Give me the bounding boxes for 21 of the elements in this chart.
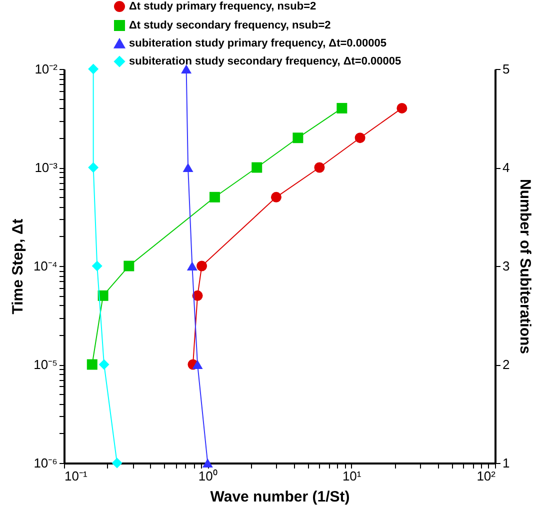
- y2-tick-label: 4: [502, 160, 510, 175]
- y2-axis-title: Number of Subiterations: [516, 178, 534, 354]
- y-tick-label: 10⁻⁴: [33, 258, 58, 274]
- y2-tick-label: 5: [502, 62, 510, 76]
- legend-label: subiteration study primary frequency, Δt=0.00005: [129, 38, 386, 50]
- legend-label: Δt study secondary frequency, nsub=2: [129, 20, 331, 32]
- y2-tick-label: 1: [502, 456, 510, 470]
- x-tick-label: 10⁰: [198, 468, 218, 484]
- x-tick-label: 10²: [476, 468, 496, 484]
- y-tick-label: 10⁻⁶: [34, 456, 58, 470]
- x-tick-label: 10¹: [342, 468, 362, 484]
- y-tick-label: 10⁻²: [34, 62, 58, 76]
- y-axis-title: Time Step, Δt: [9, 218, 26, 314]
- y2-tick-label: 2: [502, 357, 510, 372]
- y-tick-label: 10⁻³: [34, 160, 58, 175]
- legend-label: subiteration study secondary frequency, Δt=0.00005: [129, 56, 402, 68]
- x-tick-label: 10⁻¹: [64, 468, 88, 484]
- x-axis-title: Wave number (1/St): [210, 488, 350, 506]
- y2-tick-label: 3: [502, 258, 510, 274]
- y-tick-label: 10⁻⁵: [34, 357, 58, 372]
- legend-label: Δt study primary frequency, nsub=2: [129, 0, 316, 12]
